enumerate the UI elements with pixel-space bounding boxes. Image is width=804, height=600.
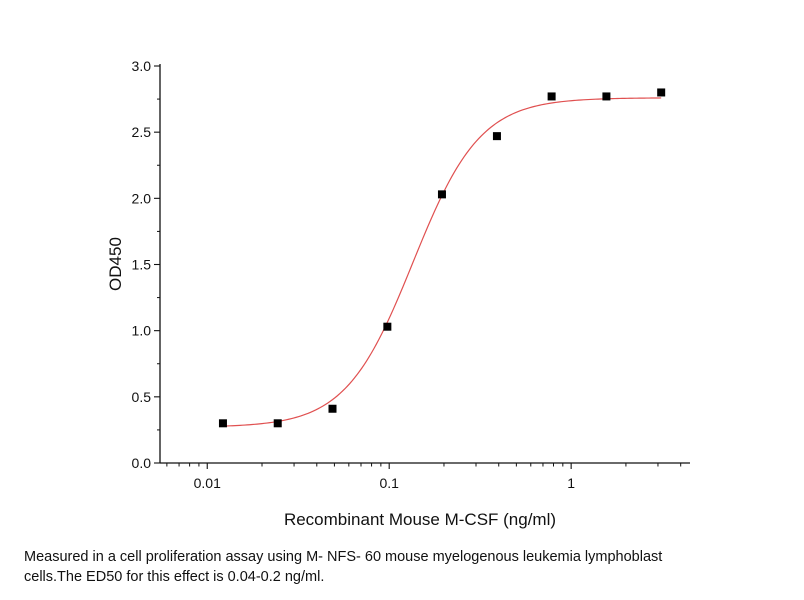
caption-line-1: Measured in a cell proliferation assay u…: [24, 549, 663, 565]
caption-line-2: cells.The ED50 for this effect is 0.04-0…: [24, 569, 325, 585]
y-tick-label: 3.0: [132, 58, 152, 74]
axes: [159, 64, 690, 464]
data-point: [657, 88, 666, 97]
y-tick-label: 1.5: [132, 257, 152, 273]
y-tick-label: 2.5: [132, 124, 152, 140]
data-point: [492, 132, 501, 141]
axis-ticks: 0.0 0.5 1.0 1.5 2.0 2.5 3.0 0.01 0.1 1: [132, 58, 682, 491]
x-tick-label: 1: [567, 475, 575, 491]
data-point: [602, 92, 611, 101]
x-tick-label: 0.01: [194, 475, 221, 491]
data-points: [218, 88, 666, 428]
y-tick-label: 0.0: [132, 455, 152, 471]
data-point: [218, 419, 227, 428]
figure-caption: Measured in a cell proliferation assay u…: [24, 547, 794, 587]
data-point: [273, 419, 282, 428]
data-point: [437, 190, 446, 199]
dose-response-chart: 0.0 0.5 1.0 1.5 2.0 2.5 3.0 0.01 0.1 1 Recombinan…: [106, 58, 690, 529]
data-point: [547, 92, 556, 101]
y-axis-title: OD450: [106, 237, 125, 291]
x-tick-label: 0.1: [379, 475, 399, 491]
data-point: [383, 322, 392, 331]
y-tick-label: 0.5: [132, 389, 152, 405]
y-tick-label: 2.0: [132, 190, 152, 206]
data-point: [328, 404, 337, 413]
fit-curve: [222, 97, 662, 427]
y-tick-label: 1.0: [132, 323, 152, 339]
x-axis-title: Recombinant Mouse M-CSF (ng/ml): [284, 510, 556, 529]
